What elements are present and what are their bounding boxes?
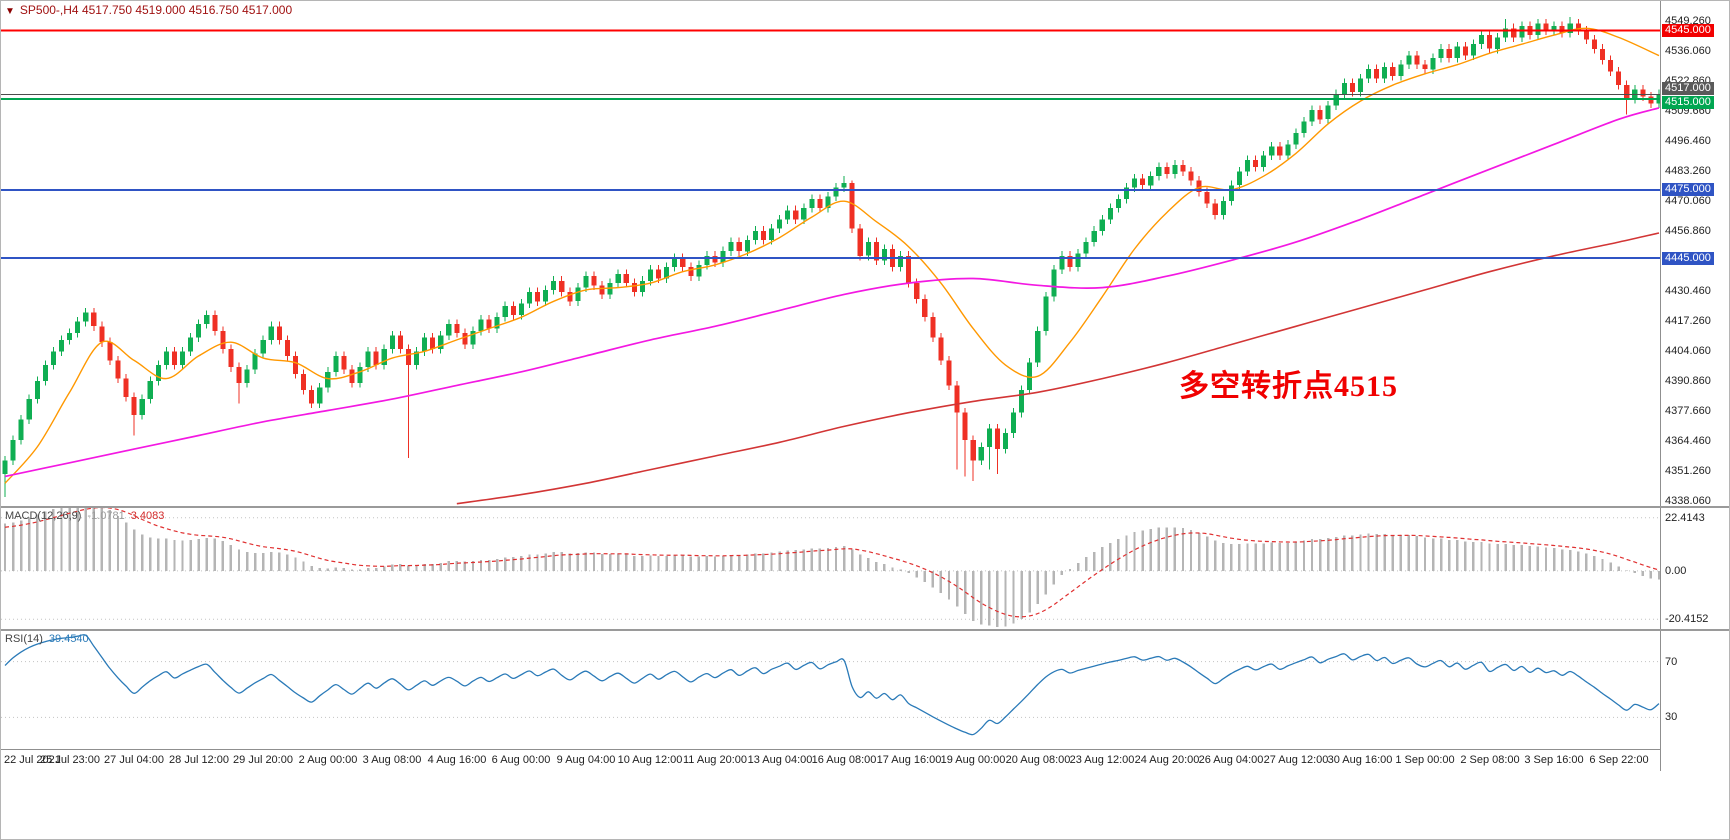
- price-axis-label: 4338.060: [1665, 495, 1711, 507]
- macd-axis-label: 22.4143: [1665, 512, 1705, 524]
- price-axis-label: 4364.460: [1665, 435, 1711, 447]
- ma-mid-magenta[interactable]: [4, 107, 1660, 478]
- time-axis-label: 6 Sep 22:00: [1589, 754, 1649, 766]
- price-axis-label: 4377.660: [1665, 405, 1711, 417]
- price-badge-4445: 4445.000: [1662, 252, 1714, 265]
- rsi-axis-label: 70: [1665, 656, 1678, 668]
- time-axis-label: 16 Aug 08:00: [811, 754, 877, 766]
- chart-marker-icon[interactable]: ▼: [5, 6, 15, 17]
- time-axis-label: 30 Aug 16:00: [1327, 754, 1393, 766]
- price-badge-4545: 4545.000: [1662, 24, 1714, 37]
- macd-axis-label: -20.4152: [1665, 613, 1709, 625]
- rsi-panel[interactable]: RSI(14) 39.4540: [1, 631, 1663, 748]
- rsi-line: [4, 633, 1660, 736]
- time-axis-label: 27 Aug 12:00: [1263, 754, 1329, 766]
- price-axis-label: 4456.860: [1665, 225, 1711, 237]
- time-axis-label: 2 Sep 08:00: [1460, 754, 1520, 766]
- macd-label-row: MACD(12,26,9) -1.0781 3.4083: [5, 510, 164, 522]
- rsi-value: 39.4540: [48, 633, 89, 645]
- time-scale[interactable]: 22 Jul 2021 25 Jul 23:00 27 Jul 04:00 28 Ju…: [1, 749, 1729, 772]
- price-axis-label: 4351.260: [1665, 465, 1711, 477]
- macd-svg[interactable]: [1, 508, 1663, 629]
- main-chart-svg[interactable]: [1, 1, 1663, 506]
- time-axis-label: 3 Aug 08:00: [362, 754, 422, 766]
- rsi-label-row: RSI(14) 39.4540: [5, 633, 89, 645]
- time-axis-label: 10 Aug 12:00: [617, 754, 683, 766]
- macd-histogram: [3, 508, 1661, 628]
- time-axis-label: 27 Jul 04:00: [104, 754, 164, 766]
- time-axis-label: 3 Sep 16:00: [1524, 754, 1584, 766]
- time-axis-label: 25 Jul 23:00: [40, 754, 100, 766]
- macd-signal-line: [4, 508, 1660, 618]
- price-axis-label: 4390.860: [1665, 375, 1711, 387]
- ma-fast-orange[interactable]: [4, 27, 1660, 484]
- time-axis-label: 13 Aug 04:00: [747, 754, 813, 766]
- price-badge-4517: 4517.000: [1662, 82, 1714, 95]
- time-axis-label: 28 Jul 12:00: [169, 754, 229, 766]
- price-scale[interactable]: 4549.260 4536.060 4522.860 4509.660 4496.460…: [1660, 1, 1729, 771]
- time-axis-label: 11 Aug 20:00: [682, 754, 748, 766]
- rsi-svg[interactable]: [1, 631, 1663, 748]
- price-axis-label: 4417.260: [1665, 315, 1711, 327]
- panel-separator-2[interactable]: [1, 629, 1729, 631]
- time-axis-label: 23 Aug 12:00: [1069, 754, 1135, 766]
- price-axis-label: 4483.260: [1665, 165, 1711, 177]
- time-axis-label: 9 Aug 04:00: [556, 754, 616, 766]
- macd-signal-value: 3.4083: [130, 510, 165, 522]
- panel-separator[interactable]: [1, 506, 1729, 508]
- time-axis-label: 17 Aug 16:00: [876, 754, 942, 766]
- price-axis-label: 4496.460: [1665, 135, 1711, 147]
- chart-annotation-text: 多空转折点4515: [1179, 370, 1398, 403]
- price-axis-label: 4536.060: [1665, 45, 1711, 57]
- main-chart-panel[interactable]: ▼ SP500-,H4 4517.750 4519.000 4516.750 45…: [1, 1, 1663, 506]
- time-axis-label: 20 Aug 08:00: [1005, 754, 1071, 766]
- time-axis-label: 6 Aug 00:00: [491, 754, 551, 766]
- price-badge-4475: 4475.000: [1662, 183, 1714, 196]
- time-axis-label: 24 Aug 20:00: [1134, 754, 1200, 766]
- time-axis-label: 26 Aug 04:00: [1198, 754, 1264, 766]
- rsi-axis-label: 30: [1665, 711, 1678, 723]
- macd-main-value: -1.0781: [87, 510, 125, 522]
- price-axis-label: 4430.460: [1665, 285, 1711, 297]
- ma-slow-red[interactable]: [456, 232, 1660, 505]
- price-badge-4515: 4515.000: [1662, 96, 1714, 109]
- time-axis-label: 4 Aug 16:00: [427, 754, 487, 766]
- time-axis-label: 19 Aug 00:00: [940, 754, 1006, 766]
- macd-axis-label: 0.00: [1665, 565, 1687, 577]
- price-axis-label: 4470.060: [1665, 195, 1711, 207]
- chart-title: SP500-,H4 4517.750 4519.000 4516.750 451…: [19, 3, 293, 17]
- price-axis-label: 4404.060: [1665, 345, 1711, 357]
- time-axis-label: 29 Jul 20:00: [233, 754, 293, 766]
- chart-title-row: ▼ SP500-,H4 4517.750 4519.000 4516.750 45…: [5, 3, 292, 17]
- macd-label: MACD(12,26,9): [5, 510, 82, 522]
- bottom-whitespace: [1, 771, 1729, 839]
- rsi-label: RSI(14): [5, 633, 43, 645]
- time-axis-label: 22 Jul 2021: [4, 754, 61, 766]
- time-axis-label: 2 Aug 00:00: [298, 754, 358, 766]
- macd-panel[interactable]: MACD(12,26,9) -1.0781 3.4083: [1, 508, 1663, 629]
- time-axis-label: 1 Sep 00:00: [1395, 754, 1455, 766]
